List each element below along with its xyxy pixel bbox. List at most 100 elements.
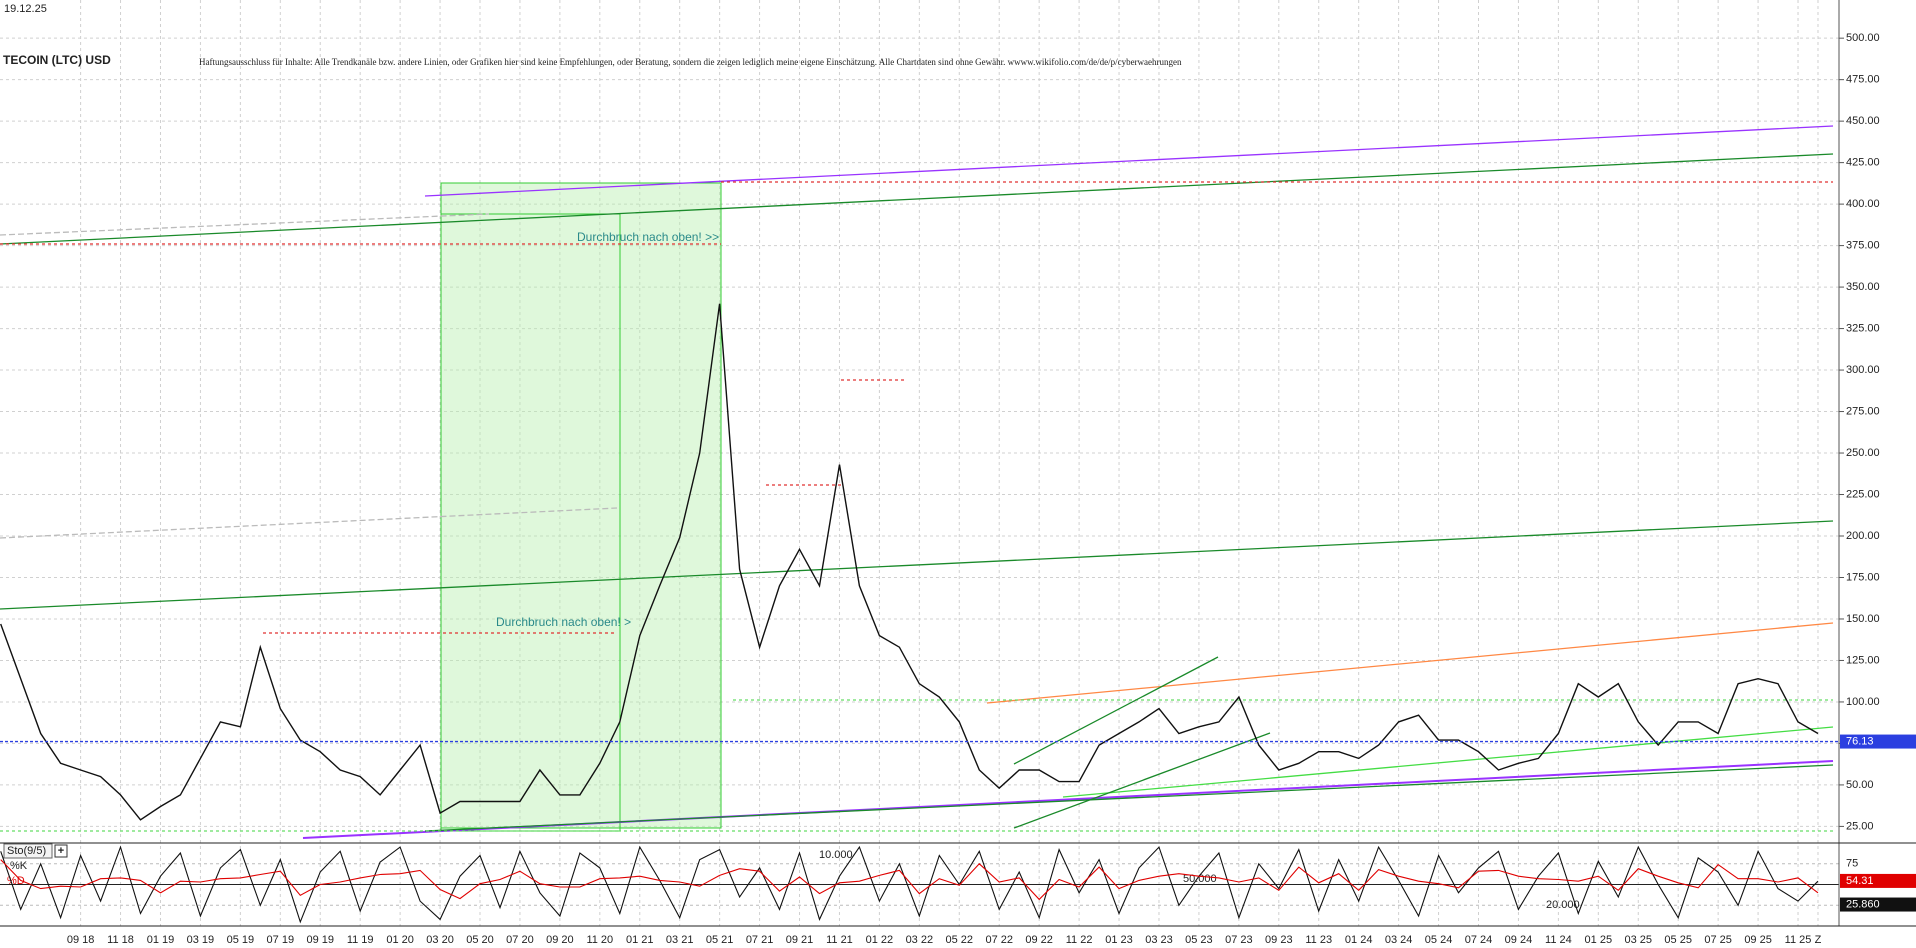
- add-button-icon[interactable]: +: [58, 845, 64, 857]
- x-tick-label: 11 24: [1545, 934, 1572, 946]
- last-price-label: 76.13: [1846, 735, 1874, 747]
- trend-line: [424, 764, 1834, 832]
- x-tick-label: 11 19: [347, 934, 374, 946]
- x-tick-label: 03 21: [666, 934, 694, 946]
- trend-line: [0, 507, 618, 539]
- indicator-box: [3, 843, 53, 859]
- x-tick-label: 09 21: [786, 934, 814, 946]
- legend-label: %K: [10, 860, 28, 872]
- value-marker-label: 25.860: [1846, 898, 1880, 910]
- y-tick-label: 325.00: [1846, 322, 1880, 334]
- x-tick-label: 07 25: [1704, 934, 1732, 946]
- annotation: Durchbruch nach oben! >>: [577, 230, 719, 244]
- trend-line: [0, 153, 1834, 245]
- x-tick-label: 05 22: [946, 934, 974, 946]
- y-tick-label: 150.00: [1846, 613, 1880, 625]
- y-tick-label: 300.00: [1846, 364, 1880, 376]
- x-tick-label: 09 25: [1744, 934, 1772, 946]
- x-tick-label: 01 21: [626, 934, 654, 946]
- indicator-title: Sto(9/5): [7, 845, 46, 857]
- x-tick-label: 09 20: [546, 934, 574, 946]
- y-tick-label: 475.00: [1846, 74, 1880, 86]
- x-tick-label: 05 25: [1664, 934, 1692, 946]
- annotation: Durchbruch nach oben! >: [496, 615, 631, 629]
- trend-line: [1062, 726, 1834, 798]
- y-tick-label: 175.00: [1846, 571, 1880, 583]
- trend-lines: [0, 125, 1834, 839]
- trend-line: [1013, 732, 1271, 829]
- x-tick-label: 03 24: [1385, 934, 1413, 946]
- x-tick-label: 07 21: [746, 934, 774, 946]
- add-button[interactable]: [54, 844, 68, 858]
- x-tick-label: 07 19: [267, 934, 295, 946]
- x-tick-label: 09 19: [306, 934, 334, 946]
- y-tick-label: 75: [1846, 858, 1858, 870]
- disclaimer: Haftungsausschluss für Inhalte: Alle Tre…: [199, 57, 1182, 67]
- oscillator-line: [0, 845, 1819, 924]
- x-tick-label: 11 18: [107, 934, 134, 946]
- x-tick-label: 09 24: [1505, 934, 1533, 946]
- y-tick-label: 50.00: [1846, 779, 1874, 791]
- x-tick-label: 03 19: [187, 934, 215, 946]
- x-tick-label: 01 20: [386, 934, 414, 946]
- last-price-box: [1840, 734, 1916, 749]
- oscillator-line: [0, 859, 1819, 901]
- x-tick-label: 01 24: [1345, 934, 1373, 946]
- y-tick-label: 200.00: [1846, 530, 1880, 542]
- y-tick-label: 125.00: [1846, 654, 1880, 666]
- x-tick-label: 07 20: [506, 934, 534, 946]
- x-tick-label: 11 22: [1066, 934, 1093, 946]
- x-tick-label: 01 23: [1105, 934, 1133, 946]
- value-marker-label: 54.31: [1846, 875, 1874, 887]
- x-tick-label: 09 22: [1025, 934, 1053, 946]
- y-tick-label: 250.00: [1846, 447, 1880, 459]
- x-tick-label: 07 24: [1465, 934, 1493, 946]
- x-tick-label: 07 23: [1225, 934, 1253, 946]
- x-tick-label: 05 24: [1425, 934, 1453, 946]
- trend-line: [0, 213, 490, 236]
- y-tick-label: 25.00: [1846, 820, 1874, 832]
- value-marker: [1840, 897, 1916, 912]
- y-tick-label: 500.00: [1846, 32, 1880, 44]
- annotation: 20.000: [1546, 899, 1580, 911]
- x-tick-label: 05 21: [706, 934, 734, 946]
- x-tick-label: 07 22: [985, 934, 1013, 946]
- x-tick-label: Z: [1815, 934, 1822, 946]
- highlight-box: [440, 182, 722, 829]
- x-tick-label: 11 21: [826, 934, 853, 946]
- y-tick-label: 450.00: [1846, 115, 1880, 127]
- y-tick-label: 375.00: [1846, 240, 1880, 252]
- x-tick-label: 03 20: [426, 934, 454, 946]
- y-tick-label: 275.00: [1846, 405, 1880, 417]
- x-tick-label: 11 23: [1305, 934, 1332, 946]
- x-tick-label: 11 20: [586, 934, 613, 946]
- y-tick-label: 225.00: [1846, 488, 1880, 500]
- trend-line: [424, 125, 1834, 197]
- trend-line: [0, 520, 1834, 610]
- x-tick-label: 05 19: [227, 934, 255, 946]
- x-tick-label: 09 18: [67, 934, 95, 946]
- x-tick-label: 03 22: [906, 934, 934, 946]
- price-line: [0, 303, 1819, 821]
- value-marker: [1840, 873, 1916, 888]
- annotation: 10.000: [819, 849, 853, 861]
- x-tick-label: 01 25: [1585, 934, 1613, 946]
- x-tick-label: 05 20: [466, 934, 494, 946]
- trend-line: [986, 622, 1834, 704]
- trend-line: [1013, 656, 1219, 765]
- x-tick-label: 09 23: [1265, 934, 1293, 946]
- annotation: 50.000: [1183, 873, 1217, 885]
- y-tick-label: 350.00: [1846, 281, 1880, 293]
- x-tick-label: 03 23: [1145, 934, 1173, 946]
- y-tick-label: 100.00: [1846, 696, 1880, 708]
- x-tick-label: 03 25: [1624, 934, 1652, 946]
- chart-title: TECOIN (LTC) USD: [3, 53, 111, 67]
- x-tick-label: 05 23: [1185, 934, 1213, 946]
- date: 19.12.25: [4, 3, 47, 15]
- y-tick-label: 425.00: [1846, 157, 1880, 169]
- x-tick-label: 01 22: [866, 934, 894, 946]
- y-tick-label: 400.00: [1846, 198, 1880, 210]
- x-tick-label: 11 25: [1785, 934, 1812, 946]
